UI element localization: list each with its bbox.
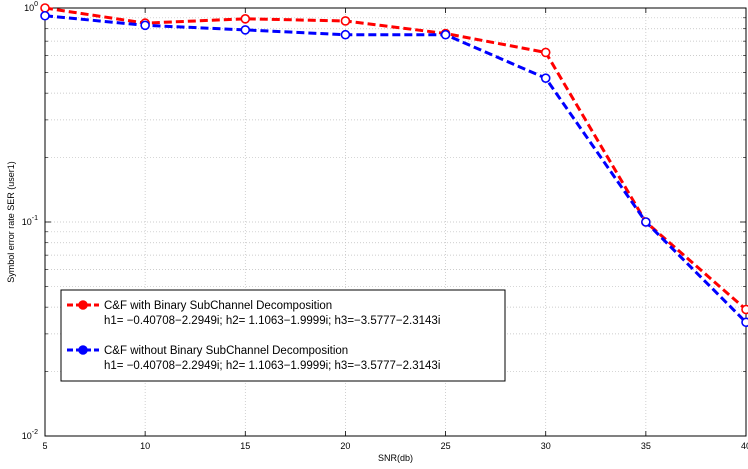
- x-tick-label: 15: [240, 441, 250, 451]
- series-line: [44, 6, 747, 311]
- data-point: [641, 217, 651, 227]
- x-tick-label: 20: [340, 441, 350, 451]
- data-point: [540, 73, 551, 83]
- legend-box: [60, 289, 506, 382]
- data-point: [240, 14, 251, 24]
- x-tick-label: 25: [441, 441, 451, 451]
- data-point: [140, 20, 150, 31]
- legend-marker-without-decomposition: [78, 345, 88, 355]
- data-point: [40, 3, 50, 13]
- data-point: [340, 16, 351, 26]
- series-group: [40, 3, 748, 328]
- legend-label-with-decomposition: C&F with Binary SubChannel Decomposition: [104, 300, 332, 312]
- legend-channel-without-decomposition: h1= −0.40708−2.2949i; h2= 1.1063−1.9999i…: [104, 360, 440, 372]
- x-tick-label: 10: [140, 441, 150, 451]
- legend-label-without-decomposition: C&F without Binary SubChannel Decomposit…: [104, 345, 348, 357]
- legend-channel-with-decomposition: h1= −0.40708−2.2949i; h2= 1.1063−1.9999i…: [104, 315, 440, 327]
- x-tick-label: 35: [641, 441, 651, 451]
- data-point: [340, 29, 351, 40]
- legend: C&F with Binary SubChannel Decomposition…: [60, 289, 506, 382]
- x-tick-label: 40: [741, 441, 748, 451]
- series-line: [44, 14, 748, 324]
- data-point: [40, 10, 50, 21]
- data-point: [540, 47, 551, 58]
- data-point: [440, 29, 451, 40]
- y-axis-label: Symbol error rate SER (user1): [6, 161, 16, 283]
- data-point: [741, 317, 748, 328]
- x-tick-label: 5: [42, 441, 47, 451]
- data-point: [741, 304, 748, 315]
- legend-marker-with-decomposition: [78, 300, 88, 310]
- data-point: [240, 25, 251, 35]
- x-axis-label: SNR(db): [378, 453, 413, 463]
- x-tick-label: 30: [541, 441, 551, 451]
- series-1: [40, 10, 748, 328]
